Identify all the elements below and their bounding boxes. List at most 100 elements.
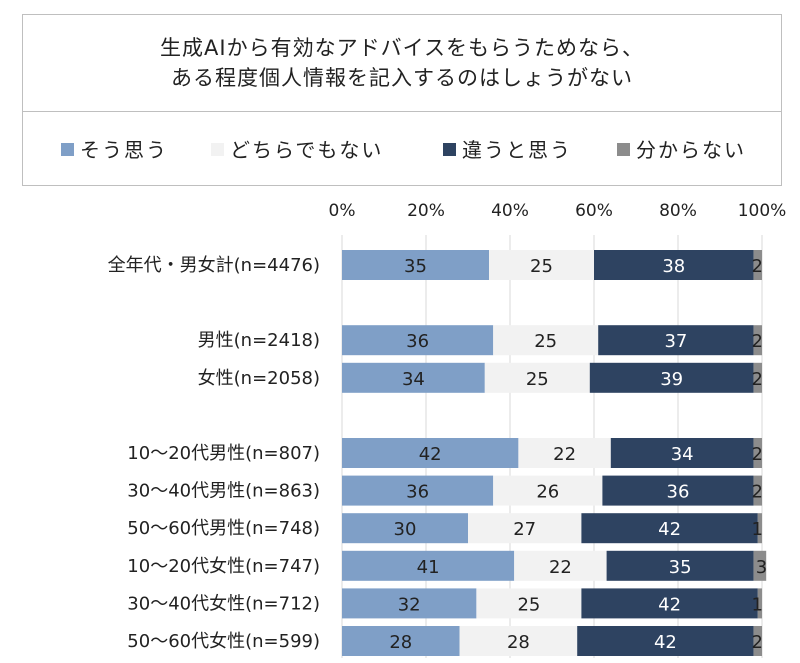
- data-label: 22: [549, 557, 572, 578]
- data-label: 1: [752, 594, 763, 615]
- data-label: 25: [534, 331, 557, 352]
- bar-segment: [753, 550, 767, 581]
- bar-segment: [342, 588, 477, 619]
- x-tick-label: 20%: [407, 201, 445, 221]
- data-label: 2: [752, 444, 763, 465]
- legend-label-disagree: 違うと思う: [462, 138, 572, 162]
- data-label: 38: [662, 256, 685, 277]
- data-label: 34: [671, 444, 694, 465]
- bar-segment: [342, 550, 515, 581]
- legend-label-neutral: どちらでもない: [230, 138, 384, 162]
- category-label: 女性(n=2058): [198, 368, 320, 389]
- category-label: 30～40代男性(n=863): [127, 481, 320, 502]
- bar-segment: [342, 325, 494, 356]
- data-label: 2: [752, 256, 763, 277]
- category-label: 30～40代女性(n=712): [127, 593, 320, 614]
- data-label: 36: [406, 482, 429, 503]
- bar-segment: [342, 438, 519, 468]
- bar-segment: [489, 250, 594, 280]
- category-label: 50～60代男性(n=748): [127, 518, 320, 539]
- data-label: 36: [667, 482, 690, 503]
- x-tick-label: 80%: [659, 201, 697, 221]
- data-label: 35: [669, 557, 692, 578]
- bar-segment: [581, 588, 758, 619]
- data-label: 25: [530, 256, 553, 277]
- bar-segment: [484, 362, 590, 393]
- x-tick-label: 100%: [738, 201, 787, 221]
- bar-segment: [342, 362, 485, 393]
- data-label: 1: [752, 519, 763, 540]
- x-tick-label: 0%: [329, 201, 356, 221]
- legend-item-neutral: どちらでもない: [211, 134, 383, 163]
- data-label: 25: [526, 369, 549, 390]
- bar-segment: [757, 588, 762, 619]
- bar-segment: [342, 513, 468, 544]
- data-label: 41: [417, 557, 440, 578]
- category-label: 男性(n=2418): [198, 330, 320, 351]
- data-label: 2: [752, 482, 763, 503]
- legend-swatch-agree: [61, 143, 74, 156]
- bar-segment: [468, 513, 582, 544]
- bar-segment: [757, 513, 762, 544]
- legend-label-unknown: 分からない: [636, 138, 746, 162]
- legend-item-agree: そう思う: [61, 134, 168, 163]
- bar-segment: [577, 626, 754, 656]
- category-label: 50～60代女性(n=599): [127, 631, 320, 652]
- data-label: 28: [389, 632, 412, 653]
- x-tick-label: 40%: [491, 201, 529, 221]
- chart-title-line-1: 生成AIから有効なアドバイスをもらうためなら、: [160, 36, 644, 60]
- bar-segment: [606, 550, 754, 581]
- data-label: 34: [402, 369, 425, 390]
- legend-item-unknown: 分からない: [617, 134, 746, 163]
- bar-segment: [598, 325, 754, 356]
- bar-segment: [753, 362, 762, 393]
- bar-segment: [342, 626, 460, 656]
- data-label: 36: [406, 331, 429, 352]
- category-label: 全年代・男女計(n=4476): [108, 255, 320, 276]
- bar-segment: [459, 626, 578, 656]
- data-label: 2: [752, 331, 763, 352]
- data-label: 42: [658, 594, 681, 615]
- bar-segment: [753, 438, 762, 468]
- bar-segment: [581, 513, 758, 544]
- data-label: 42: [419, 444, 442, 465]
- category-label: 10～20代女性(n=747): [127, 556, 320, 577]
- data-label: 39: [660, 369, 683, 390]
- chart-title-box: 生成AIから有効なアドバイスをもらうためなら、 ある程度個人情報を記入するのはし…: [22, 14, 782, 112]
- data-label: 37: [664, 331, 687, 352]
- bar-segment: [610, 438, 754, 468]
- bar-segment: [753, 475, 762, 506]
- data-label: 42: [654, 632, 677, 653]
- bar-segment: [518, 438, 611, 468]
- legend-label-agree: そう思う: [80, 138, 168, 162]
- bar-segment: [493, 325, 599, 356]
- x-tick-label: 60%: [575, 201, 613, 221]
- data-label: 27: [513, 519, 536, 540]
- data-label: 42: [658, 519, 681, 540]
- bar-segment: [342, 250, 489, 280]
- legend-swatch-neutral: [211, 143, 224, 156]
- data-label: 28: [507, 632, 530, 653]
- data-label: 32: [398, 594, 421, 615]
- bar-segment: [594, 250, 754, 280]
- data-label: 26: [536, 482, 559, 503]
- bar-segment: [602, 475, 754, 506]
- data-label: 25: [517, 594, 540, 615]
- data-label: 2: [752, 632, 763, 653]
- category-label: 10～20代男性(n=807): [127, 443, 320, 464]
- bar-segment: [753, 626, 762, 656]
- bar-segment: [514, 550, 607, 581]
- bar-segment: [589, 362, 754, 393]
- data-label: 30: [394, 519, 417, 540]
- chart-title-line-2: ある程度個人情報を記入するのはしょうがない: [171, 66, 633, 90]
- bar-segment: [753, 250, 762, 280]
- legend-swatch-unknown: [617, 143, 630, 156]
- bar-segment: [476, 588, 582, 619]
- bar-segment: [342, 475, 494, 506]
- bar-segment: [753, 325, 762, 356]
- data-label: 3: [756, 557, 767, 578]
- data-label: 35: [404, 256, 427, 277]
- legend-item-disagree: 違うと思う: [443, 134, 572, 163]
- bar-segment: [493, 475, 603, 506]
